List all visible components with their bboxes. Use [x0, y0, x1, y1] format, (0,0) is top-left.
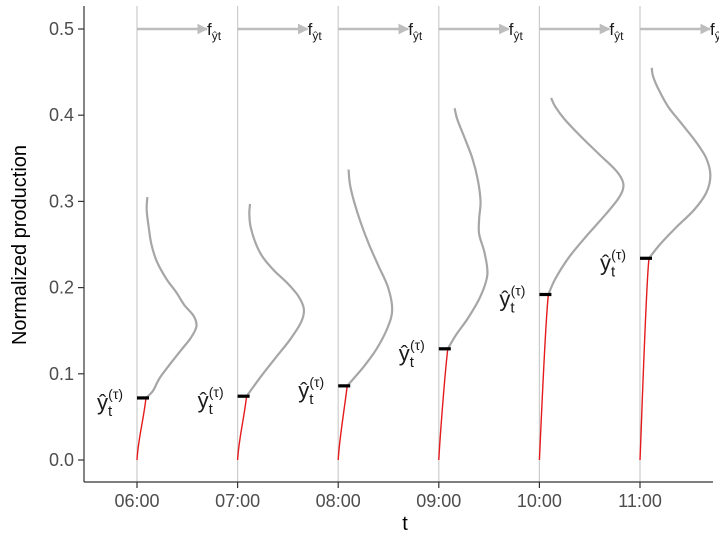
y-axis-title: Normalized production: [9, 145, 31, 345]
y-tick-label: 0.4: [49, 105, 74, 125]
y-tick-label: 0.3: [49, 191, 74, 211]
density-curve: [446, 108, 489, 350]
y-tick-label: 0.0: [49, 450, 74, 470]
density-curve: [648, 67, 712, 259]
trajectory-path: [438, 348, 449, 461]
x-tick-label: 10:00: [517, 491, 562, 511]
point-label: ŷt(τ): [298, 374, 324, 408]
trajectory-path: [136, 397, 147, 461]
y-tick-label: 0.2: [49, 278, 74, 298]
y-tick-label: 0.5: [49, 19, 74, 39]
x-axis-title: t: [402, 513, 408, 535]
y-tick-label: 0.1: [49, 364, 74, 384]
point-label: ŷt(τ): [399, 337, 425, 371]
density-label: fŷt: [609, 20, 624, 43]
point-label: ŷt(τ): [198, 384, 224, 418]
trajectory-path: [639, 258, 650, 461]
x-tick-label: 08:00: [316, 491, 361, 511]
density-label: fŷt: [308, 20, 323, 43]
point-label: ŷt(τ): [600, 246, 626, 280]
density-curve: [245, 203, 306, 397]
trajectory-path: [337, 385, 348, 461]
axes: 0.0 0.1 0.2 0.3 0.4 0.5 06:00 07:00 08:00 09:00 10…: [49, 6, 713, 511]
trajectory-path: [538, 294, 550, 461]
density-curve: [346, 169, 394, 387]
x-tick-label: 11:00: [618, 491, 662, 511]
density-label: fŷt: [408, 20, 423, 43]
density-curve: [145, 197, 198, 399]
x-tick-label: 09:00: [416, 491, 461, 511]
trajectory-path: [236, 396, 248, 461]
plot-area: fŷt ŷt(τ) fŷt ŷt(τ) fŷt ŷt(τ) fŷt ŷt(τ) fŷt ŷt(τ)…: [97, 6, 719, 482]
x-tick-label: 06:00: [114, 491, 159, 511]
density-curve: [547, 97, 625, 295]
point-label: ŷt(τ): [499, 282, 525, 316]
density-label: fŷt: [710, 20, 719, 43]
point-label: ŷt(τ): [97, 386, 123, 420]
density-label: fŷt: [509, 20, 524, 43]
density-label: fŷt: [207, 20, 222, 43]
x-tick-label: 07:00: [215, 491, 260, 511]
